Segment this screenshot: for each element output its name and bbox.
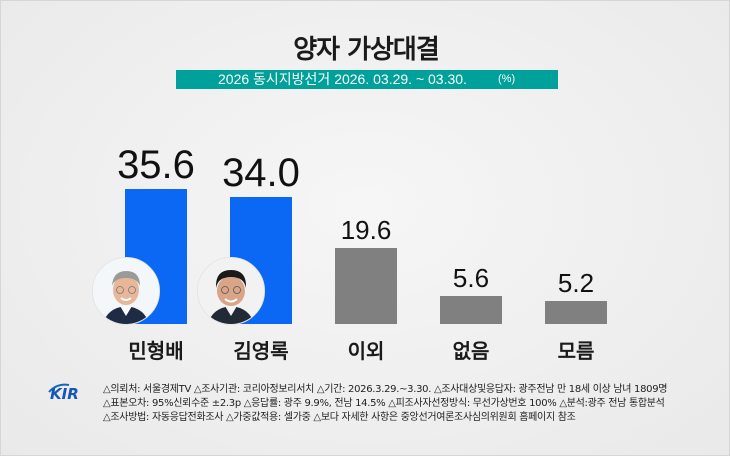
survey-info-line: △표본오차: 95%신뢰수준 ±2.3p △응답률: 광주 9.9%, 전남 1… (103, 398, 665, 409)
value-label: 34.0 (222, 151, 300, 195)
category-label: 모름 (557, 339, 595, 363)
survey-info-line: △의뢰처: 서울경제TV △조사기관: 코리아정보리서치 △기간: 2026.3… (103, 384, 668, 395)
value-label: 5.2 (557, 268, 595, 298)
subtitle-text: 2026 동시지방선거 2026. 03.29. ~ 03.30. (218, 71, 467, 87)
survey-info-line: △조사방법: 자동응답전화조사 △가중값적용: 셀가중 △보다 자세한 사항은 … (103, 412, 576, 423)
unit-label: (%) (498, 73, 516, 85)
chart-title: 양자 가상대결 (293, 35, 440, 65)
bar-none (440, 296, 502, 324)
value-label: 35.6 (117, 143, 195, 187)
category-label: 없음 (452, 339, 490, 363)
value-label: 5.6 (452, 263, 490, 293)
kir-logo-icon: KIR (47, 382, 99, 403)
bar-others (335, 248, 397, 324)
candidate-photo-icon (92, 257, 160, 325)
survey-info: △의뢰처: 서울경제TV △조사기관: 코리아정보리서치 △기간: 2026.3… (103, 383, 668, 425)
candidate-photo-icon (197, 257, 265, 325)
value-label: 19.6 (340, 215, 392, 245)
svg-text:KIR: KIR (50, 385, 79, 402)
category-label: 이외 (347, 339, 385, 363)
subtitle-banner: 2026 동시지방선거 2026. 03.29. ~ 03.30. (%) (176, 70, 558, 89)
category-label: 민형배 (128, 339, 184, 363)
bar-dontknow (545, 301, 607, 324)
category-label: 김영록 (233, 339, 289, 363)
